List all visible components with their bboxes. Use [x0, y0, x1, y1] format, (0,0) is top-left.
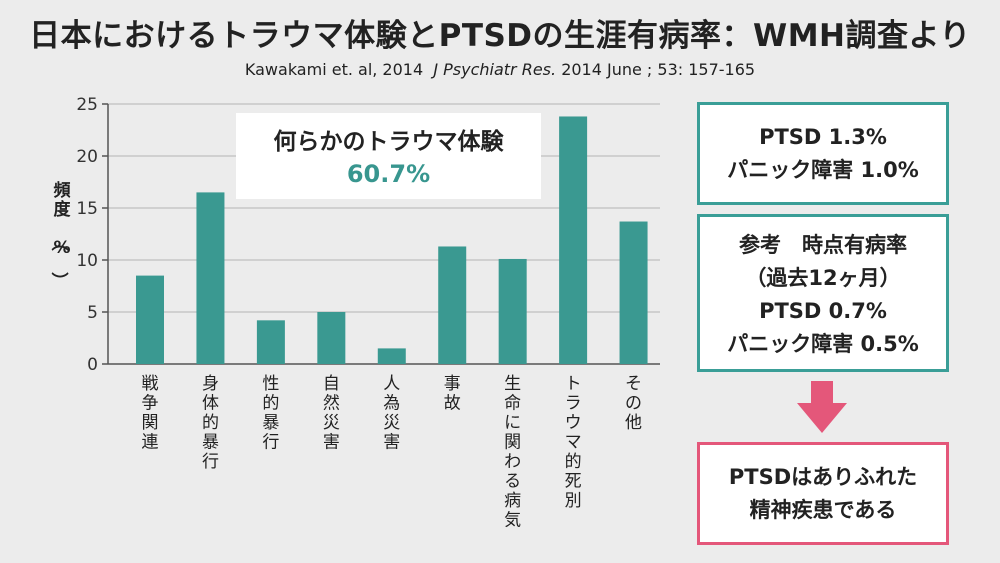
conclusion-line-1: PTSDはありふれた [728, 465, 918, 489]
citation: Kawakami et. al, 2014 J Psychiatr Res. 2… [0, 60, 1000, 79]
x-tick-label: 事故 [444, 374, 461, 414]
panic-point: パニック障害 0.5% [727, 332, 919, 356]
point-prevalence-heading: 参考 時点有病率 [739, 233, 907, 257]
lifetime-prevalence-box: PTSD 1.3% パニック障害 1.0% [697, 102, 949, 205]
y-tick-label: 25 [76, 95, 98, 115]
conclusion-line-2: 精神疾患である [749, 498, 897, 522]
y-tick-label: 15 [76, 199, 98, 219]
y-tick-label: 10 [76, 251, 98, 271]
bar [377, 348, 406, 364]
bar [196, 192, 225, 364]
x-tick-label: トラウマ的死別 [565, 374, 582, 511]
x-tick-label: 人為災害 [383, 374, 400, 453]
x-tick-label: 生命に関わる病気 [504, 374, 521, 531]
bar [619, 221, 648, 364]
y-tick-label: 20 [76, 147, 98, 167]
citation-details: 2014 June ; 53: 157-165 [561, 60, 756, 79]
bar [317, 312, 346, 364]
citation-authors: Kawakami et. al, 2014 [244, 60, 424, 79]
x-tick-label: 戦争関連 [142, 374, 159, 453]
x-tick-label: 性的暴行 [262, 374, 279, 453]
y-tick-label: 0 [87, 355, 98, 375]
page-title: 日本におけるトラウマ体験とPTSDの生涯有病率：WMH調査より [29, 18, 971, 54]
ptsd-point: PTSD 0.7% [759, 299, 887, 323]
bar [438, 246, 467, 364]
panic-lifetime: パニック障害 1.0% [727, 158, 919, 182]
bar [256, 320, 285, 364]
bar [136, 275, 164, 364]
bar [559, 116, 588, 364]
y-tick-label: 5 [87, 303, 98, 323]
ptsd-lifetime: PTSD 1.3% [759, 125, 887, 149]
x-tick-label: 身体的暴行 [202, 374, 219, 472]
x-tick-label: その他 [625, 374, 642, 433]
trauma-experience-callout: 何らかのトラウマ体験 60.7% [236, 113, 541, 199]
x-tick-label: 自然災害 [323, 374, 340, 453]
bar [498, 258, 527, 364]
conclusion-box: PTSDはありふれた 精神疾患である [697, 442, 949, 545]
point-prevalence-period: （過去12ヶ月） [745, 266, 901, 290]
callout-label: 何らかのトラウマ体験 [273, 129, 504, 155]
bar-chart: 0 5 10 15 20 25 戦争関連 身体的暴行 性的暴行 自然災害 人為災害 事故 生命に関わる病… [49, 95, 660, 531]
citation-journal: J Psychiatr Res. [433, 60, 557, 79]
callout-value: 60.7% [346, 160, 431, 188]
y-axis-label: 頻度（%） [49, 180, 72, 289]
down-arrow-icon [797, 381, 847, 433]
point-prevalence-box: 参考 時点有病率 （過去12ヶ月） PTSD 0.7% パニック障害 0.5% [697, 214, 949, 372]
